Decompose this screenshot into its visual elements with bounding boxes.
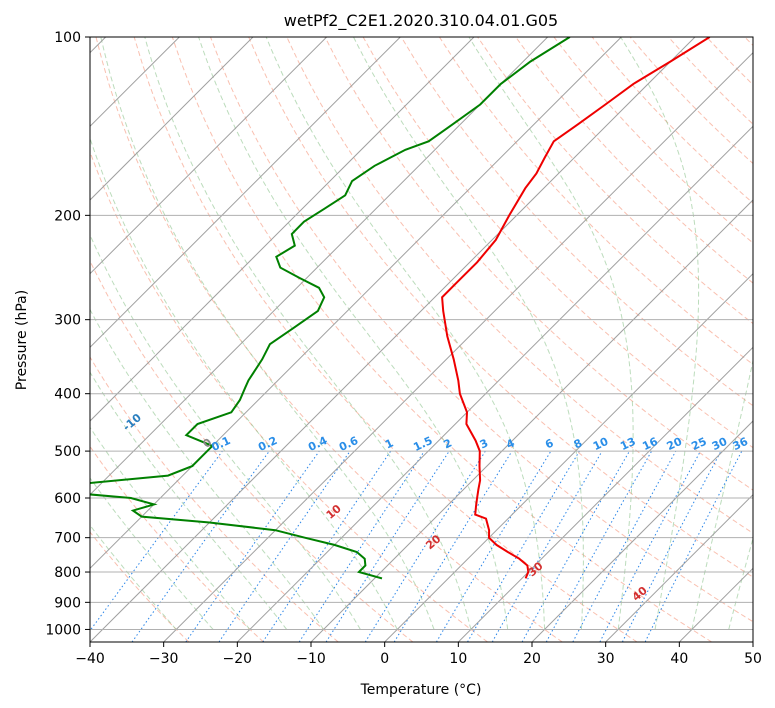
- dry-adiabat-line: [248, 37, 753, 578]
- isotherm-line: [90, 37, 401, 349]
- moist-adiabat-line: [265, 37, 546, 630]
- y-tick-label: 600: [54, 491, 81, 507]
- temperature-profile-line: [441, 37, 711, 579]
- y-tick-label: 800: [54, 565, 81, 581]
- dry-adiabat-line: [95, 37, 563, 642]
- mixing-ratio-line: [90, 450, 223, 632]
- isotherm-line: [163, 51, 753, 642]
- isotherm-line: [90, 37, 696, 642]
- x-tick-label: 30: [597, 651, 615, 667]
- moist-adiabat-line: [353, 37, 584, 630]
- dry-adiabat-line: [90, 356, 339, 642]
- dry-adiabat-line: [90, 150, 488, 642]
- dewpoint-profile-line: [90, 37, 571, 580]
- mixing-ratio-label: 30: [710, 435, 730, 453]
- isotherm-line: [457, 346, 753, 642]
- isotherm-line: [605, 493, 753, 642]
- mixing-ratio-line: [298, 450, 425, 642]
- x-tick-label: −10: [296, 651, 326, 667]
- mixing-ratio-label: 36: [731, 435, 751, 453]
- mixing-ratio-label: 20: [665, 435, 685, 453]
- dry-adiabat-line: [171, 37, 712, 642]
- chart-title: wetPf2_C2E1.2020.310.04.01.G05: [284, 11, 558, 31]
- mixing-ratio-line: [218, 450, 351, 642]
- background-lines: [90, 37, 753, 642]
- moist-adiabat-line: [198, 37, 509, 630]
- x-axis-label: Temperature (°C): [360, 682, 482, 698]
- y-tick-label: 300: [54, 313, 81, 329]
- x-tick-label: 50: [744, 651, 762, 667]
- axes: −40 −30 −20 −10 0 10 20 30 40 50 1000 900 800 700 600 5…: [45, 30, 762, 667]
- mixing-ratio-line: [545, 450, 653, 642]
- isotherm-line: [90, 37, 475, 422]
- mixing-ratio-line: [262, 450, 392, 642]
- y-tick-label: 400: [54, 387, 81, 403]
- isotherm-line: [90, 37, 622, 570]
- dry-adiabat-line: [90, 531, 190, 642]
- dry-adiabat-line: [210, 37, 753, 623]
- x-tick-label: −20: [223, 651, 253, 667]
- profile-curves: [90, 37, 711, 580]
- mixing-ratio-line: [131, 450, 270, 642]
- moist-adiabat-line: [620, 37, 700, 630]
- x-tick-label: −40: [75, 651, 105, 667]
- isotherm-line: [531, 420, 753, 642]
- mixing-ratio-line: [521, 450, 630, 642]
- isotherm-line: [90, 37, 328, 275]
- mixing-ratio-line: [644, 450, 743, 642]
- mixing-ratio-line: [572, 450, 677, 642]
- dry-adiabat-line: [133, 37, 638, 642]
- plot-frame: [89, 36, 754, 643]
- mixing-ratio-label: 10: [591, 435, 611, 453]
- y-tick-label: 500: [54, 444, 81, 460]
- mixing-ratio-line: [393, 450, 513, 642]
- moist-adiabat-line: [100, 37, 435, 630]
- x-tick-label: −30: [149, 651, 179, 667]
- y-tick-label: 900: [54, 595, 81, 611]
- isotherm-line: [310, 199, 753, 642]
- moist-adiabat-line: [468, 37, 634, 630]
- dry-adiabat-line: [324, 37, 753, 491]
- dry-adiabat-line: [515, 37, 753, 284]
- x-tick-label: 20: [523, 651, 541, 667]
- isotherm-line: [384, 272, 753, 642]
- plot-area: 0.10.20.40.611.52346810131620253036-100-…: [90, 37, 753, 642]
- mixing-ratio-line: [325, 450, 450, 642]
- moist-adiabat-line: [90, 233, 361, 630]
- x-tick-label: 0: [380, 651, 389, 667]
- isotherm-line: [90, 37, 549, 496]
- moist-adiabat-line: [728, 536, 753, 630]
- x-tick-label: 40: [670, 651, 688, 667]
- mixing-ratio-label: 13: [618, 435, 637, 453]
- y-tick-label: 1000: [45, 622, 81, 638]
- y-tick-label: 700: [54, 531, 81, 547]
- moist-adiabat-line: [90, 136, 398, 630]
- moist-adiabat-line: [90, 308, 324, 630]
- isotherm-line: [236, 125, 753, 642]
- dry-adiabat-line: [400, 37, 753, 407]
- grid-lines: [90, 37, 753, 642]
- y-tick-label: 100: [54, 30, 81, 46]
- mixing-ratio-label: 25: [689, 435, 708, 453]
- x-tick-label: 10: [449, 651, 467, 667]
- y-axis-label: Pressure (hPa): [14, 290, 30, 390]
- mixing-ratio-label: 16: [640, 435, 660, 453]
- dry-adiabat-line: [438, 37, 753, 366]
- dry-adiabat-line: [90, 445, 264, 642]
- mixing-ratio-line: [185, 450, 320, 642]
- y-tick-label: 200: [54, 208, 81, 224]
- moist-adiabat-line: [691, 358, 753, 630]
- isotherm-line: [90, 37, 254, 201]
